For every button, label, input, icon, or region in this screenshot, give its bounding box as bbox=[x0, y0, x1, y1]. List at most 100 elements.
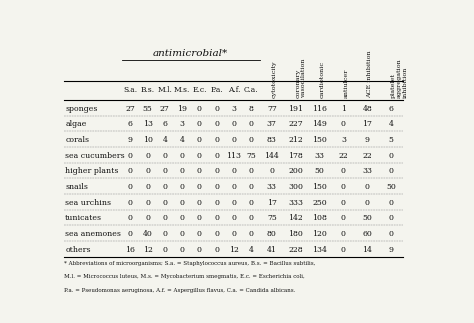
Text: 0: 0 bbox=[214, 246, 219, 254]
Text: B.s.: B.s. bbox=[140, 86, 155, 94]
Text: 0: 0 bbox=[180, 199, 185, 207]
Text: 0: 0 bbox=[389, 214, 393, 223]
Text: algae: algae bbox=[65, 120, 86, 129]
Text: 0: 0 bbox=[197, 105, 202, 113]
Text: 48: 48 bbox=[363, 105, 372, 113]
Text: 0: 0 bbox=[180, 152, 185, 160]
Text: 0: 0 bbox=[214, 105, 219, 113]
Text: others: others bbox=[65, 246, 91, 254]
Text: tunicates: tunicates bbox=[65, 214, 102, 223]
Text: 0: 0 bbox=[231, 167, 237, 175]
Text: 80: 80 bbox=[267, 230, 277, 238]
Text: sea anemones: sea anemones bbox=[65, 230, 121, 238]
Text: sea urchins: sea urchins bbox=[65, 199, 111, 207]
Text: 16: 16 bbox=[126, 246, 135, 254]
Text: 17: 17 bbox=[267, 199, 277, 207]
Text: sea cucumbers: sea cucumbers bbox=[65, 152, 125, 160]
Text: M.l.: M.l. bbox=[157, 86, 173, 94]
Text: * Abbreviations of microorganisms; S.a. = Staphylococcus aureus, B.s. = Bacillus: * Abbreviations of microorganisms; S.a. … bbox=[64, 261, 315, 266]
Text: 50: 50 bbox=[315, 167, 325, 175]
Text: 0: 0 bbox=[145, 199, 150, 207]
Text: 0: 0 bbox=[145, 152, 150, 160]
Text: 0: 0 bbox=[163, 199, 167, 207]
Text: 3: 3 bbox=[180, 120, 185, 129]
Text: 4: 4 bbox=[180, 136, 184, 144]
Text: 27: 27 bbox=[126, 105, 135, 113]
Text: 180: 180 bbox=[288, 230, 303, 238]
Text: 0: 0 bbox=[128, 183, 133, 191]
Text: 0: 0 bbox=[180, 183, 185, 191]
Text: 1: 1 bbox=[341, 105, 346, 113]
Text: 9: 9 bbox=[365, 136, 370, 144]
Text: 19: 19 bbox=[177, 105, 187, 113]
Text: 0: 0 bbox=[214, 230, 219, 238]
Text: 13: 13 bbox=[143, 120, 153, 129]
Text: 0: 0 bbox=[389, 167, 393, 175]
Text: 134: 134 bbox=[312, 246, 327, 254]
Text: 0: 0 bbox=[197, 230, 202, 238]
Text: 0: 0 bbox=[269, 167, 274, 175]
Text: 0: 0 bbox=[341, 246, 346, 254]
Text: 0: 0 bbox=[389, 152, 393, 160]
Text: 0: 0 bbox=[249, 199, 254, 207]
Text: 0: 0 bbox=[231, 199, 237, 207]
Text: 77: 77 bbox=[267, 105, 277, 113]
Text: 0: 0 bbox=[214, 167, 219, 175]
Text: 17: 17 bbox=[362, 120, 372, 129]
Text: 33: 33 bbox=[267, 183, 277, 191]
Text: P.a.: P.a. bbox=[210, 86, 223, 94]
Text: antimicrobial*: antimicrobial* bbox=[153, 49, 228, 58]
Text: 37: 37 bbox=[267, 120, 277, 129]
Text: 0: 0 bbox=[128, 230, 133, 238]
Text: 33: 33 bbox=[362, 167, 372, 175]
Text: 149: 149 bbox=[312, 120, 327, 129]
Text: 227: 227 bbox=[288, 120, 303, 129]
Text: 0: 0 bbox=[197, 152, 202, 160]
Text: 0: 0 bbox=[389, 199, 393, 207]
Text: 22: 22 bbox=[363, 152, 372, 160]
Text: 55: 55 bbox=[143, 105, 153, 113]
Text: 0: 0 bbox=[341, 167, 346, 175]
Text: 9: 9 bbox=[389, 246, 393, 254]
Text: 14: 14 bbox=[362, 246, 372, 254]
Text: P.a. = Pseudomonas aeruginosa, A.f. = Aspergillus flavus, C.a. = Candida albican: P.a. = Pseudomonas aeruginosa, A.f. = As… bbox=[64, 288, 295, 293]
Text: 0: 0 bbox=[231, 214, 237, 223]
Text: S.a.: S.a. bbox=[123, 86, 137, 94]
Text: 10: 10 bbox=[143, 136, 153, 144]
Text: 0: 0 bbox=[163, 152, 167, 160]
Text: antiulcer: antiulcer bbox=[343, 69, 348, 99]
Text: ACE inhibition: ACE inhibition bbox=[367, 51, 372, 99]
Text: 0: 0 bbox=[180, 167, 185, 175]
Text: 0: 0 bbox=[249, 230, 254, 238]
Text: 212: 212 bbox=[288, 136, 303, 144]
Text: 108: 108 bbox=[312, 214, 327, 223]
Text: cytotoxicity: cytotoxicity bbox=[272, 61, 277, 99]
Text: 0: 0 bbox=[163, 183, 167, 191]
Text: 83: 83 bbox=[267, 136, 277, 144]
Text: 0: 0 bbox=[231, 120, 237, 129]
Text: 0: 0 bbox=[197, 136, 202, 144]
Text: 0: 0 bbox=[249, 183, 254, 191]
Text: 0: 0 bbox=[180, 230, 185, 238]
Text: coronary
vasodilation: coronary vasodilation bbox=[296, 59, 306, 99]
Text: 0: 0 bbox=[145, 183, 150, 191]
Text: 4: 4 bbox=[163, 136, 167, 144]
Text: 0: 0 bbox=[163, 246, 167, 254]
Text: 0: 0 bbox=[197, 246, 202, 254]
Text: 113: 113 bbox=[227, 152, 241, 160]
Text: E.c.: E.c. bbox=[192, 86, 207, 94]
Text: 0: 0 bbox=[341, 183, 346, 191]
Text: 6: 6 bbox=[163, 120, 167, 129]
Text: 142: 142 bbox=[288, 214, 303, 223]
Text: 3: 3 bbox=[231, 105, 237, 113]
Text: 75: 75 bbox=[267, 214, 277, 223]
Text: 0: 0 bbox=[128, 152, 133, 160]
Text: 27: 27 bbox=[160, 105, 170, 113]
Text: 0: 0 bbox=[128, 199, 133, 207]
Text: 150: 150 bbox=[312, 183, 327, 191]
Text: 0: 0 bbox=[180, 214, 185, 223]
Text: 0: 0 bbox=[341, 214, 346, 223]
Text: 0: 0 bbox=[214, 199, 219, 207]
Text: A.f.: A.f. bbox=[228, 86, 240, 94]
Text: 333: 333 bbox=[288, 199, 303, 207]
